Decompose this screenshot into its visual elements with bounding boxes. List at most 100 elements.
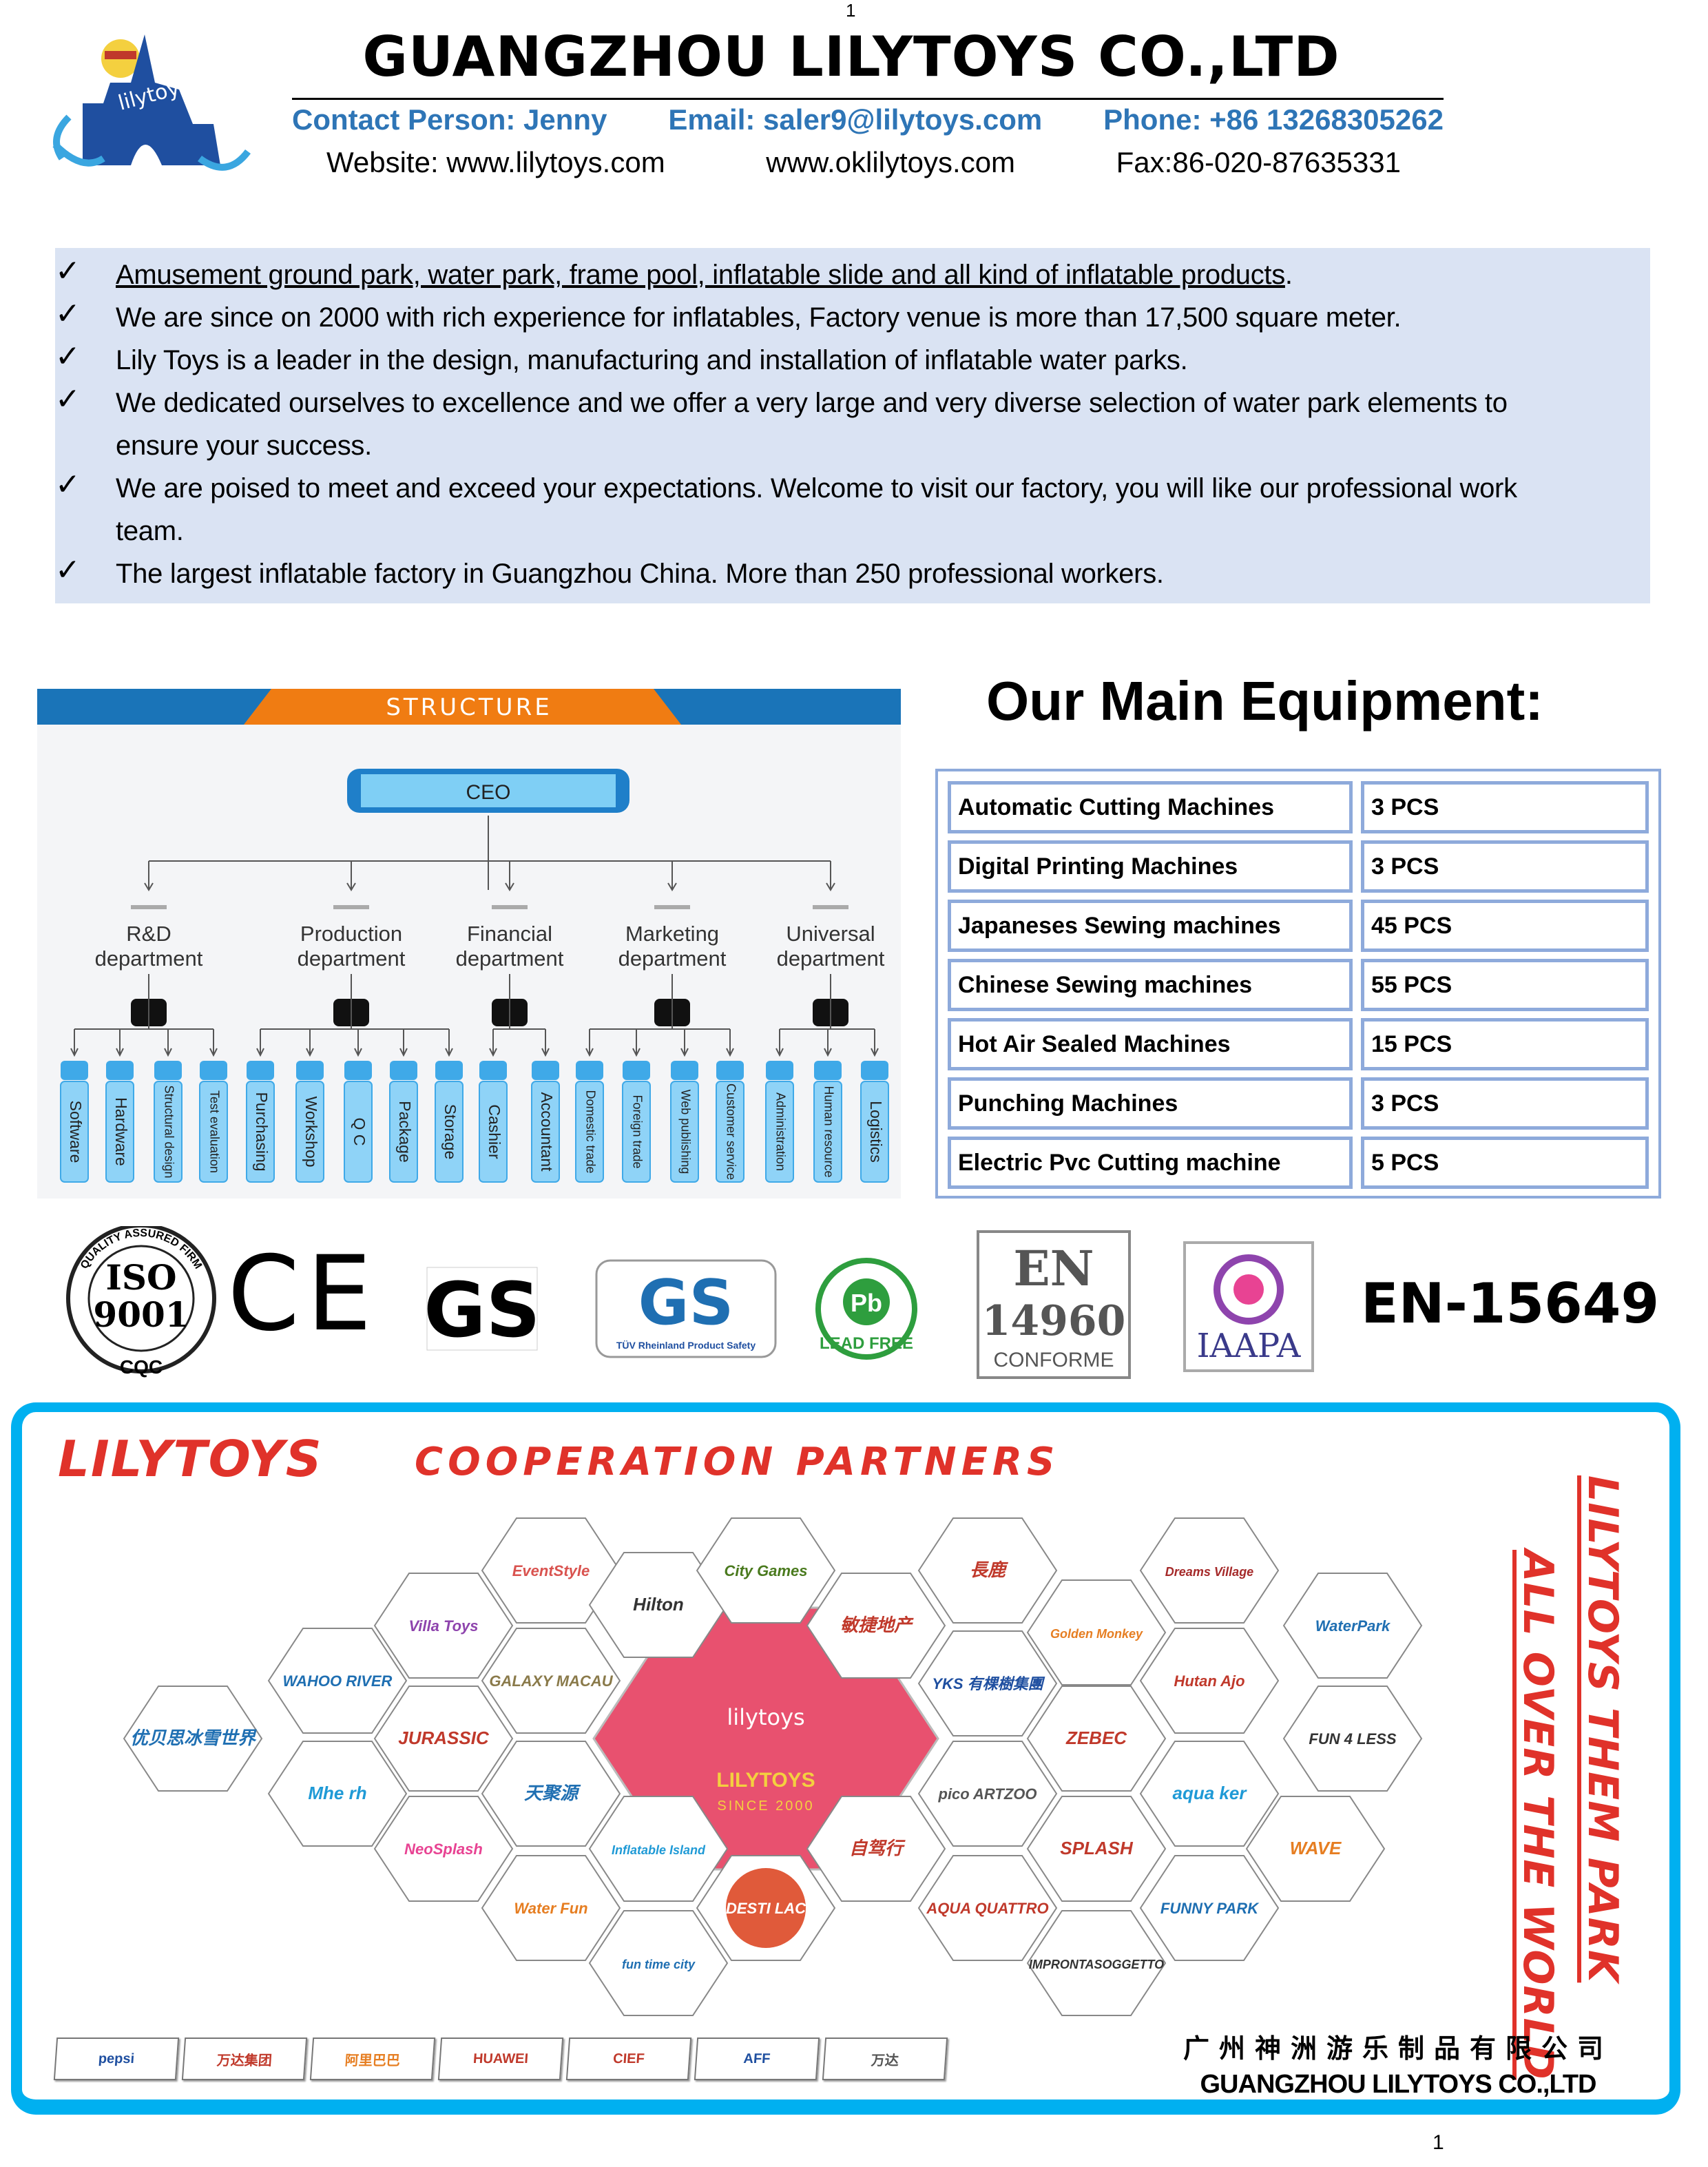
- divider: [292, 98, 1444, 100]
- hex-cell: [917, 1517, 1058, 1624]
- svg-text:GS: GS: [638, 1267, 734, 1339]
- side-slogan-2: ALL OVER THE WORLD: [1514, 1550, 1562, 2080]
- unit-box: [575, 1081, 604, 1183]
- unit-box: [622, 1081, 651, 1183]
- dept-label: department: [777, 946, 885, 971]
- unit-cap: [106, 1061, 134, 1080]
- equipment-qty: 3 PCS: [1361, 840, 1649, 893]
- partner-name: fun time city: [622, 1958, 696, 1971]
- arrow-down-icon: [667, 882, 677, 891]
- dept-bar: [131, 905, 167, 909]
- arrow-down-icon: [775, 1048, 784, 1057]
- banner-tab: [244, 689, 681, 725]
- arrow-down-icon: [70, 1048, 79, 1057]
- arrow-down-icon: [489, 1048, 497, 1057]
- equipment-qty: 55 PCS: [1361, 959, 1649, 1011]
- partner-name: 長鹿: [970, 1559, 1009, 1580]
- hex-cell: [917, 1630, 1058, 1736]
- hex-cell: [917, 1855, 1058, 1961]
- arrow-down-icon: [144, 882, 154, 891]
- partner-name: WAHOO RIVER: [283, 1672, 393, 1690]
- hex-cell: [373, 1573, 514, 1679]
- unit-label: Test evaluation: [207, 1090, 221, 1173]
- svg-text:9001: 9001: [93, 1294, 189, 1335]
- page-number-top: 1: [846, 0, 856, 21]
- dept-label: department: [456, 946, 564, 971]
- arrow-down-icon: [354, 1048, 362, 1057]
- unit-box: [199, 1081, 228, 1183]
- partner-name: Dreams Village: [1165, 1565, 1253, 1579]
- unit-label: Structural design: [162, 1085, 176, 1178]
- unit-box: [60, 1081, 89, 1183]
- partner-name: City Games: [724, 1562, 807, 1579]
- equipment-name: Automatic Cutting Machines: [948, 781, 1353, 833]
- unit-cap: [61, 1061, 88, 1080]
- unit-label: Cashier: [486, 1104, 503, 1159]
- unit-box: [860, 1081, 889, 1183]
- client-logo: HUAWEI: [437, 2038, 564, 2080]
- svg-text:EN: EN: [1013, 1240, 1094, 1297]
- partner-name: aqua ker: [1173, 1783, 1248, 1803]
- hex-cell: [373, 1796, 514, 1902]
- dept-bar: [492, 905, 528, 909]
- iaapa-logo: IAAPA: [1183, 1241, 1314, 1372]
- website-link-2[interactable]: www.oklilytoys.com: [766, 146, 1016, 178]
- equipment-row: Electric Pvc Cutting machine 5 PCS: [948, 1137, 1649, 1196]
- dept-label: department: [95, 946, 203, 971]
- phone: Phone: +86 13268305262: [1103, 103, 1444, 136]
- dept-label: department: [298, 946, 406, 971]
- dept-bar: [813, 905, 848, 909]
- unit-label: Software: [67, 1101, 85, 1163]
- website-link[interactable]: Website: www.lilytoys.com: [326, 146, 665, 178]
- website-line: Website: www.lilytoys.com www.oklilytoys…: [326, 146, 1401, 179]
- hex-cell: [917, 1741, 1058, 1847]
- feature-list: ✓ Amusement ground park, water park, fram…: [55, 248, 1650, 603]
- svg-text:GS: GS: [424, 1266, 541, 1354]
- email-link[interactable]: Email: saler9@lilytoys.com: [668, 103, 1043, 136]
- company-name-en: GUANGZHOU LILYTOYS CO.,LTD: [1200, 2070, 1597, 2099]
- equipment-name: Hot Air Sealed Machines: [948, 1018, 1353, 1070]
- check-icon: ✓: [55, 296, 81, 331]
- client-logo: 万达集团: [181, 2038, 308, 2080]
- equipment-table: Automatic Cutting Machines 3 PCS Digital P…: [935, 769, 1661, 1199]
- client-logo: 阿里巴巴: [309, 2038, 436, 2080]
- check-icon: ✓: [55, 339, 81, 374]
- arrow-down-icon: [399, 1048, 408, 1057]
- lilytoys-logo: lilytoys: [52, 34, 251, 171]
- hex-cell: [1026, 1796, 1167, 1902]
- unit-box: [435, 1081, 464, 1183]
- unit-label: Logistics: [867, 1101, 885, 1162]
- partner-name: pico ARTZOO: [938, 1785, 1037, 1803]
- arrow-down-icon: [256, 1048, 264, 1057]
- contact-person: Contact Person: Jenny: [292, 103, 607, 136]
- unit-cap: [200, 1061, 227, 1080]
- unit-label: Human resource: [822, 1086, 835, 1177]
- unit-label: Package: [396, 1101, 414, 1163]
- check-icon: ✓: [55, 382, 81, 417]
- partner-name: 天聚源: [524, 1783, 581, 1803]
- svg-text:Pb: Pb: [851, 1289, 882, 1317]
- svg-text:ISO: ISO: [105, 1257, 176, 1298]
- client-logos: pepsi 万达集团 阿里巴巴 HUAWEI CIEF AFF 万达: [53, 2038, 948, 2080]
- equipment-row: Digital Printing Machines 3 PCS: [948, 840, 1649, 900]
- hex-cell: [1026, 1579, 1167, 1686]
- unit-box: [531, 1081, 560, 1183]
- partner-name: JURASSIC: [398, 1728, 490, 1748]
- unit-box: [765, 1081, 794, 1183]
- hex-cell: [267, 1741, 408, 1847]
- equipment-row: Punching Machines 3 PCS: [948, 1077, 1649, 1137]
- partner-name: YKS 有棵樹集團: [932, 1675, 1045, 1692]
- list-item: ✓ Amusement ground park, water park, fram…: [55, 253, 1293, 290]
- check-icon: ✓: [55, 467, 81, 502]
- partners-title: COOPERATION PARTNERS: [415, 1440, 1060, 1484]
- unit-label: Administration: [773, 1092, 787, 1171]
- center-logo-text: lilytoys: [727, 1704, 804, 1730]
- partners-brand: LILYTOYS: [58, 1430, 323, 1488]
- hex-cell: [1026, 1910, 1167, 2016]
- unit-label: Foreign trade: [630, 1095, 644, 1168]
- arrow-down-icon: [541, 1048, 550, 1057]
- hex-cell: [1139, 1517, 1280, 1624]
- company-name-cn: 广州神洲游乐制品有限公司: [1183, 2033, 1613, 2064]
- partner-name: 敏捷地产: [840, 1615, 914, 1635]
- center-name: LILYTOYS: [716, 1769, 815, 1792]
